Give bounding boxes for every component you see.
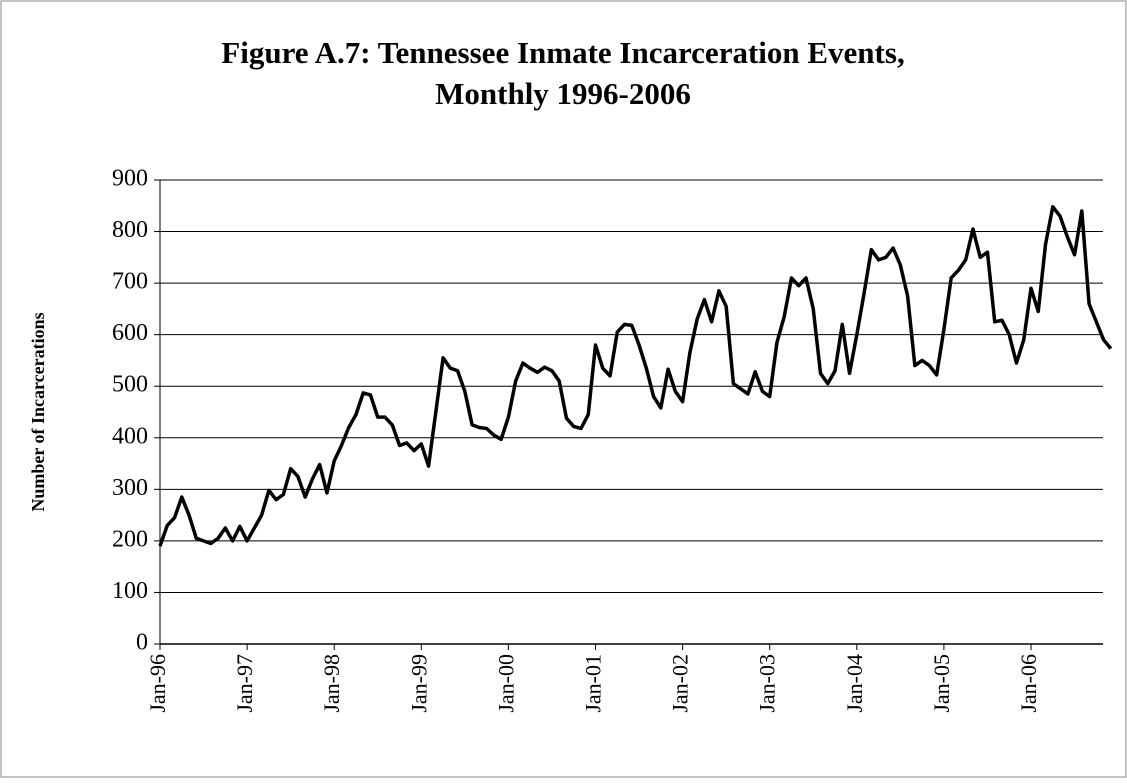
data-line (158, 205, 1113, 547)
x-tick-label: Jan-04 (842, 654, 867, 713)
chart-title: Figure A.7: Tennessee Inmate Incarcerati… (221, 35, 904, 70)
x-tick-label: Jan-03 (755, 654, 780, 713)
y-tick-label: 500 (112, 372, 148, 398)
y-tick-label: 100 (112, 578, 148, 604)
y-tick-label: 900 (112, 166, 148, 192)
y-tick-label: 700 (112, 269, 148, 295)
x-tick-label: Jan-96 (145, 654, 170, 713)
x-tick-label: Jan-06 (1016, 654, 1041, 713)
x-tick-label: Jan-01 (581, 654, 606, 713)
y-tick-label: 600 (112, 320, 148, 346)
x-tick-label: Jan-05 (929, 654, 954, 713)
x-tick-label: Jan-97 (232, 654, 257, 713)
x-tick-label: Jan-00 (493, 654, 518, 713)
x-tick-label: Jan-98 (319, 654, 344, 713)
x-tick-label: Jan-99 (406, 654, 431, 713)
x-tick-label: Jan-02 (668, 654, 693, 713)
y-tick-label: 200 (112, 526, 148, 552)
y-tick-label: 0 (136, 630, 148, 656)
y-tick-label: 300 (112, 475, 148, 501)
y-tick-label: 400 (112, 423, 148, 449)
y-tick-label: 800 (112, 217, 148, 243)
y-axis-label: Number of Incarcerations (28, 312, 48, 511)
chart-title: Monthly 1996-2006 (435, 76, 691, 111)
